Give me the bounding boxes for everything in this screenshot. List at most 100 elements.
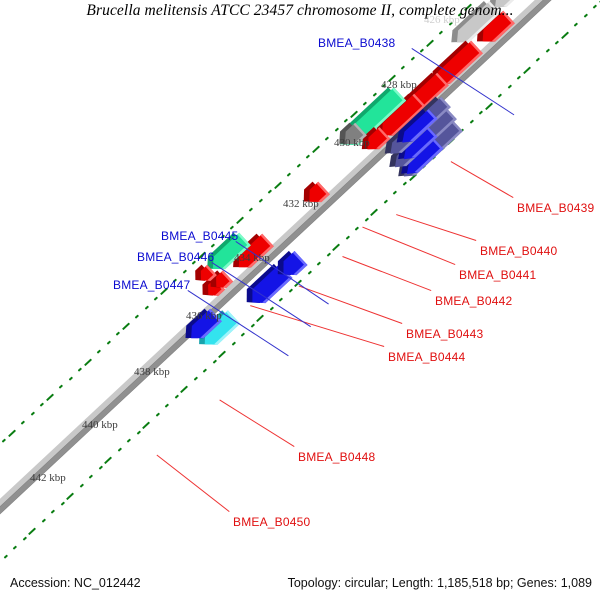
ruler-tick-dot: [240, 332, 246, 337]
ruler-tick-dot: [317, 261, 322, 266]
gene-label[interactable]: BMEA_B0447: [113, 278, 191, 292]
accession-text: Accession: NC_012442: [10, 576, 141, 590]
gene-label[interactable]: BMEA_B0441: [459, 268, 537, 282]
ruler-tick-dot: [96, 349, 102, 354]
ruler-tick-dot: [41, 518, 46, 524]
ruler-tick-dot: [383, 199, 388, 204]
ruler-tick-label: 436 kbp: [186, 310, 222, 322]
gene-feature[interactable]: [450, 1, 500, 49]
gene-feature[interactable]: [277, 250, 308, 281]
ruler-tick-label: 440 kbp: [82, 419, 118, 431]
ruler-tick-label: 438 kbp: [134, 366, 170, 378]
ruler-tick-dot: [174, 394, 179, 399]
ruler-tick-label: 434 kbp: [234, 252, 270, 264]
ruler-tick-dot: [77, 367, 83, 372]
gene-feature[interactable]: [207, 232, 251, 274]
gene-feature[interactable]: [396, 109, 438, 147]
ruler-tick-dot: [106, 340, 111, 345]
gene-feature[interactable]: [361, 127, 391, 155]
ruler-tick-dot: [3, 554, 8, 559]
ruler-tick-dot: [248, 207, 254, 212]
ruler-tick-dot: [507, 84, 512, 89]
ruler-tick-dot: [30, 411, 35, 416]
gene-feature[interactable]: [194, 264, 217, 285]
ruler-tick-dot: [88, 474, 94, 479]
gene-feature[interactable]: [431, 40, 483, 90]
ruler-tick-dot: [155, 412, 160, 417]
gene-label[interactable]: BMEA_B0443: [406, 327, 484, 341]
ruler-tick-dot: [332, 243, 341, 252]
ruler-tick-dot: [218, 350, 227, 358]
ruler-tick-dot: [419, 47, 425, 53]
ruler-tick-label: 432 kbp: [283, 198, 319, 210]
ruler-tick-label: 428 kbp: [381, 79, 417, 91]
ruler-tick-dot: [573, 22, 579, 27]
ruler-tick-dot: [560, 30, 569, 39]
page-title: Brucella melitensis ATCC 23457 chromosom…: [86, 2, 514, 19]
ruler-tick-dot: [98, 465, 103, 470]
ruler-tick-dot: [269, 305, 274, 311]
gene-label[interactable]: BMEA_B0450: [233, 515, 311, 529]
ruler-tick-dot: [142, 421, 151, 429]
ruler-tick-dot: [83, 358, 92, 366]
ruler-tick-dot: [554, 39, 560, 45]
genome-summary-text: Topology: circular; Length: 1,185,518 bp…: [287, 576, 592, 590]
gene-label[interactable]: BMEA_B0445: [161, 229, 239, 243]
gene-feature[interactable]: [397, 126, 438, 164]
ruler-tick-dot: [79, 483, 84, 488]
gene-feature[interactable]: [376, 93, 426, 142]
ruler-tick-dot: [364, 217, 369, 222]
gene-label[interactable]: BMEA_B0448: [298, 450, 376, 464]
gene-label[interactable]: BMEA_B0446: [137, 250, 215, 264]
ruler-tick-dot: [497, 93, 503, 98]
gene-feature[interactable]: [408, 72, 449, 112]
ruler-tick-dot: [202, 367, 208, 373]
gene-feature[interactable]: [400, 139, 444, 179]
ruler-tick-dot: [469, 119, 474, 125]
ruler-tick-label: 442 kbp: [30, 472, 66, 484]
ruler-tick-dot: [326, 252, 331, 258]
gene-label[interactable]: BMEA_B0444: [388, 350, 466, 364]
ruler-tick-dot: [126, 438, 132, 444]
gene-feature[interactable]: [185, 308, 222, 345]
gene-feature[interactable]: [477, 10, 515, 48]
gene-feature[interactable]: [339, 122, 368, 150]
ruler-tick-dot: [104, 456, 113, 465]
gene-label[interactable]: BMEA_B0439: [517, 201, 595, 215]
ruler-tick-dot: [400, 65, 406, 71]
ruler-tick-dot: [288, 288, 293, 293]
gene-label[interactable]: BMEA_B0442: [435, 294, 513, 308]
ruler-tick-dot: [20, 420, 26, 425]
ruler-tick-dot: [12, 545, 18, 550]
ruler-tick-dot: [535, 57, 541, 62]
ruler-tick-dot: [66, 491, 75, 500]
ruler-tick-dot: [60, 500, 65, 506]
gene-label[interactable]: BMEA_B0440: [480, 244, 558, 258]
ruler-tick-dot: [545, 48, 550, 54]
ruler-tick-dot: [58, 384, 64, 390]
ruler-tick-dot: [39, 402, 45, 407]
ruler-tick-dot: [115, 331, 121, 336]
gene-label[interactable]: BMEA_B0438: [318, 36, 396, 50]
ruler-tick-dot: [438, 30, 444, 35]
ruler-tick-dot: [193, 376, 198, 382]
ruler-tick-dot: [7, 429, 16, 437]
ruler-tick-dot: [45, 393, 54, 402]
ruler-tick-dot: [410, 56, 415, 62]
ruler-tick-dot: [50, 509, 56, 515]
ruler-tick-dot: [153, 296, 159, 301]
gene-feature[interactable]: [303, 181, 330, 208]
ruler-tick-dot: [144, 305, 149, 310]
ruler-tick-dot: [117, 447, 122, 453]
ruler-tick-dot: [484, 101, 493, 110]
ruler-tick-dot: [68, 375, 73, 381]
ruler-tick-dot: [258, 198, 263, 204]
ruler-tick-dot: [235, 216, 244, 225]
gene-feature[interactable]: [198, 310, 241, 351]
gene-feature[interactable]: [233, 233, 275, 274]
ruler-tick-dot: [273, 180, 282, 189]
ruler-tick-dot: [324, 136, 330, 141]
ruler-tick-dot: [164, 403, 170, 408]
